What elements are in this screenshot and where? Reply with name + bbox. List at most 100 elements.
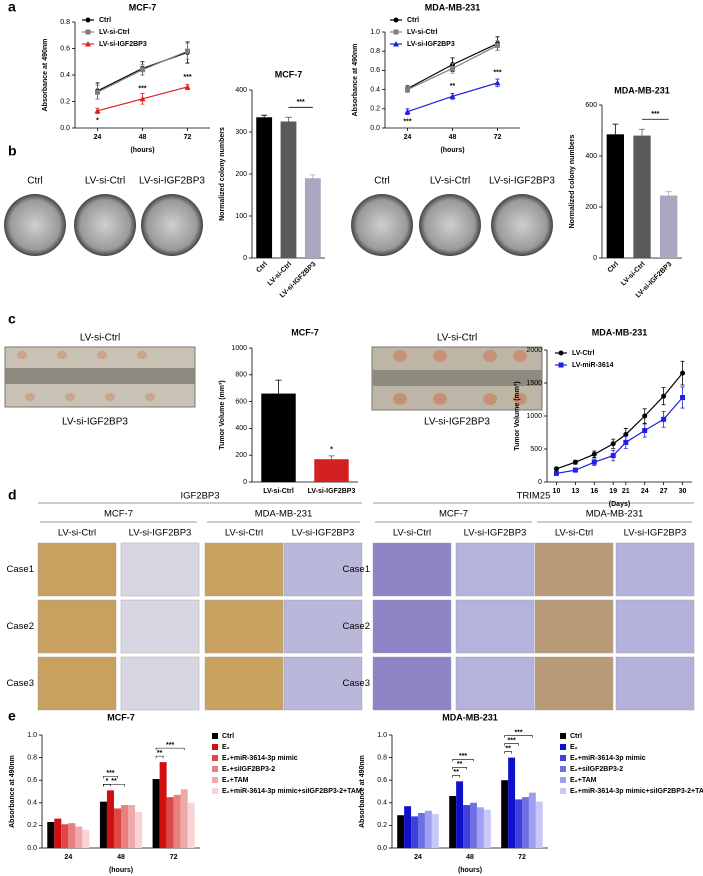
ihc-image [615,599,695,654]
annotation: ** [450,83,456,90]
ihc-image [455,542,535,597]
x-tick-label: 72 [184,134,192,141]
stain-label: TRIM25 [517,491,551,502]
annotation: *** [493,70,501,77]
legend-swatch [560,733,566,739]
photo-label: LV-si-Ctrl [437,333,477,344]
annotation: * [330,447,333,454]
ihc-image [37,599,117,654]
dish-photo [419,194,481,256]
annotation: *** [106,770,114,777]
annotation: *** [508,737,516,744]
bar [397,815,405,848]
bar [75,826,83,848]
legend-label: E₂ [222,744,230,751]
x-tick-label: 13 [571,488,579,495]
cell-line-label: MCF-7 [439,509,468,520]
error-bar [328,455,335,460]
tumor [393,393,407,405]
annotation: ** [453,769,459,776]
column-label: LV-si-IGF2BP3 [292,528,355,539]
annotation: ** [505,745,511,752]
bar [152,779,160,848]
marker [610,441,616,447]
ihc-image [37,542,117,597]
marker [661,416,667,422]
legend-swatch [560,788,566,794]
annotation: *** [403,119,411,126]
error-bar [309,174,316,179]
ihc-image [455,599,535,654]
bar [173,794,181,848]
y-tick-label: 800 [235,372,247,379]
y-tick-label: 400 [235,425,247,432]
ihc-image [372,599,452,654]
ihc-image [204,656,284,711]
tumor [513,350,527,362]
x-axis-label: (hours) [130,147,154,154]
y-tick-label: 0.2 [377,822,387,829]
photo-label: Ctrl [27,176,43,187]
x-tick-label: 48 [466,854,474,861]
y-tick-label: 2000 [526,347,542,354]
tumor [483,350,497,362]
x-tick-label: Ctrl [255,261,269,275]
line [556,372,684,470]
annotation: * [96,118,99,125]
legend-label: E₂+siIGF2BP3-2 [222,766,275,773]
error-bar [275,379,282,394]
panel-label: c [8,311,16,327]
ihc-image [283,599,363,654]
y-tick-label: 0.8 [370,48,380,55]
photo-label: Ctrl [374,176,390,187]
bar [314,459,349,482]
y-axis-label: Absorbance at 490nm [42,39,49,112]
bar [54,818,62,848]
marker [449,93,456,99]
bar [633,135,651,258]
bar [128,805,136,848]
column-label: LV-si-Ctrl [58,528,96,539]
ihc-image [204,599,284,654]
legend-swatch [212,777,218,783]
y-tick-label: 600 [585,102,597,109]
dish-photo [74,194,136,256]
bar [535,801,543,848]
y-axis-label: Absorbance at 490nm [9,755,16,828]
column-label: LV-si-IGF2BP3 [624,528,687,539]
marker [623,431,629,437]
x-tick-label: 27 [660,488,668,495]
legend-label: LV-si-IGF2BP3 [407,41,455,48]
case-label: Case3 [7,678,34,689]
y-tick-label: 0.4 [377,800,387,807]
y-tick-label: 0 [593,255,597,262]
bar [476,807,484,848]
bracket [103,784,125,787]
marker [184,83,191,90]
annotation: *** [514,729,522,736]
line [556,397,683,475]
legend-swatch [212,766,218,772]
legend-label: Ctrl [570,733,582,740]
y-axis-label: Absorbance at 490nm [352,44,359,117]
marker [95,89,100,95]
y-tick-label: 0.4 [27,800,37,807]
x-tick-label: 72 [170,854,178,861]
y-tick-label: 1500 [526,380,542,387]
panel-label: d [8,487,17,503]
y-tick-label: 200 [585,204,597,211]
bar [166,797,174,848]
bar [660,195,678,258]
marker [494,79,501,86]
bar [515,799,522,848]
y-tick-label: 0.8 [60,19,70,26]
bracket [103,776,118,779]
photo-label: LV-si-Ctrl [80,333,120,344]
annotation: ** [157,750,163,757]
y-tick-label: 0.0 [377,845,387,852]
dish-photo [141,194,203,256]
tumor [433,393,447,405]
bracket [504,743,519,746]
chart-title: MDA-MB-231 [442,712,498,722]
